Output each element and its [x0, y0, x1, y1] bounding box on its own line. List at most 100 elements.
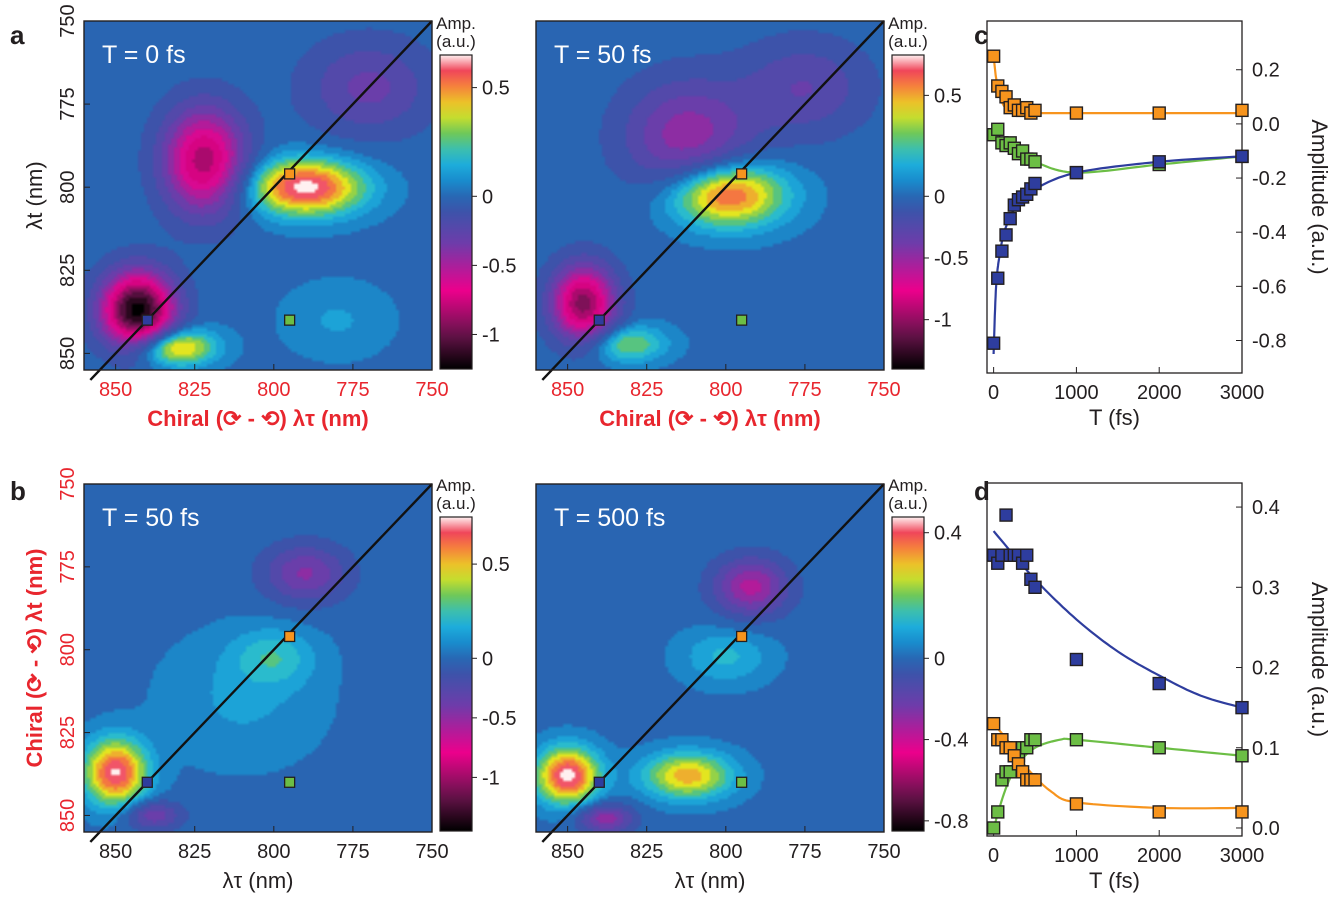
data-point	[1235, 149, 1249, 164]
colorbar-tick-label: -0.5	[934, 248, 968, 270]
y-tick-label: 775	[57, 550, 79, 583]
colorbar-unit: (a.u.)	[888, 32, 928, 51]
data-point	[995, 244, 1009, 258]
heatmap-raster	[84, 21, 432, 370]
y-tick-label: -0.6	[1252, 276, 1286, 298]
x-tick-label: 3000	[1220, 382, 1265, 404]
x-tick-label: 850	[99, 841, 132, 863]
colorbar-tick-label: 0.5	[482, 78, 510, 100]
y-tick-label: 750	[57, 467, 79, 500]
y-tick-label: 0.0	[1252, 114, 1280, 136]
x-tick-label: 825	[630, 841, 663, 863]
heatmap-raster	[536, 21, 884, 370]
marker-square	[283, 776, 296, 788]
colorbar-tick-label: -0.8	[934, 811, 968, 833]
colorbar-tick-label: 0	[482, 186, 493, 208]
colorbar-tick-label: 0	[934, 186, 945, 208]
colorbar-tick-label: -1	[934, 310, 952, 332]
colorbar-tick-label: 0.5	[482, 554, 510, 576]
marker-square	[141, 314, 153, 326]
x-tick-label: 850	[551, 379, 584, 401]
colorbar-title: Amp.	[436, 476, 476, 495]
y-axis-label: Amplitude (a.u.)	[1307, 582, 1332, 737]
x-axis-label: λτ (nm)	[222, 868, 293, 893]
plot-frame	[986, 20, 1243, 374]
plot-frame	[535, 20, 885, 371]
heatmap-raster	[536, 484, 884, 832]
x-axis-label: Chiral (⟳ - ⟲) λτ (nm)	[599, 406, 820, 431]
heatmap-a-right: T = 50 fs 850 825 800 775 750 Chiral (⟳ - ⟲) λ…	[535, 14, 968, 431]
data-point	[1235, 805, 1249, 819]
plot-frame	[535, 483, 885, 833]
y-tick-label: 800	[57, 633, 79, 666]
x-tick-label: 825	[630, 379, 663, 401]
x-tick-label: 775	[336, 379, 369, 401]
marker-square	[283, 314, 296, 326]
data-point	[1152, 155, 1166, 169]
y-tick-label: 0.0	[1252, 818, 1280, 840]
data-point	[999, 228, 1013, 242]
line-chart-d: 0 1000 2000 3000 0.0 0.1 0.2 0.3 0.4 T (fs) Amplit…	[986, 482, 1332, 893]
data-point	[1028, 580, 1042, 594]
colorbar-tick-label: -0.5	[482, 708, 516, 730]
data-point	[1069, 797, 1084, 811]
data-point	[999, 508, 1013, 522]
data-point	[1152, 741, 1166, 755]
panel-letter: c	[974, 20, 988, 50]
y-tick-label: 0.4	[1252, 497, 1280, 519]
data-point	[986, 49, 1001, 63]
data-point	[1003, 211, 1017, 226]
panel-title: T = 50 fs	[554, 41, 652, 69]
data-point	[986, 821, 1001, 835]
heatmap-b-left: T = 50 fs 850 825 800 775 750 750 775 800 825 850 λ…	[22, 467, 516, 893]
x-tick-label: 800	[709, 379, 742, 401]
x-axis-label: Chiral (⟳ - ⟲) λτ (nm)	[147, 406, 368, 431]
panel-title: T = 500 fs	[554, 504, 665, 532]
colorbar-title: Amp.	[888, 14, 928, 33]
x-tick-label: 750	[867, 379, 900, 401]
y-tick-label: -0.8	[1252, 331, 1286, 353]
colorbar: Amp.(a.u.) 0.5 0 -0.5 -1	[436, 476, 516, 832]
colorbar: Amp.(a.u.) 0.5 0 -0.5 -1	[888, 14, 968, 370]
colorbar-title: Amp.	[888, 476, 928, 495]
heatmap-a-left: T = 0 fs 850 825 800 775 750 750 775 800 825 850 Ch…	[22, 4, 516, 431]
colorbar-bar	[891, 516, 925, 832]
x-tick-label: 850	[551, 841, 584, 863]
colorbar-tick-label: 0.4	[934, 523, 962, 545]
x-tick-label: 750	[415, 379, 448, 401]
y-tick-label: 750	[57, 4, 79, 37]
data-point	[1020, 548, 1034, 562]
marker-square	[141, 776, 153, 788]
colorbar-unit: (a.u.)	[436, 32, 476, 51]
x-tick-label: 1000	[1054, 845, 1099, 867]
y-axis-label: Chiral (⟳ - ⟲) λt (nm)	[22, 549, 47, 768]
x-axis-label: T (fs)	[1089, 868, 1140, 893]
y-tick-label: 850	[57, 799, 79, 832]
x-tick-label: 750	[415, 841, 448, 863]
x-tick-label: 750	[867, 841, 900, 863]
marker-square	[735, 168, 748, 180]
marker-square	[593, 776, 605, 788]
x-tick-label: 850	[99, 379, 132, 401]
data-point	[1152, 805, 1166, 819]
data-point	[1069, 733, 1084, 747]
panel-title: T = 50 fs	[102, 504, 200, 532]
data-point	[1235, 700, 1249, 715]
y-tick-label: -0.2	[1252, 168, 1286, 190]
marker-square	[735, 776, 748, 788]
y-tick-label: 800	[57, 171, 79, 204]
y-tick-label: 0.1	[1252, 738, 1280, 760]
x-tick-label: 800	[257, 841, 290, 863]
colorbar-tick-label: -0.5	[482, 255, 516, 277]
marker-square	[735, 630, 748, 643]
data-point	[1069, 652, 1084, 667]
colorbar-bar	[439, 54, 473, 370]
x-tick-label: 825	[178, 841, 211, 863]
marker-square	[283, 630, 296, 643]
x-tick-label: 825	[178, 379, 211, 401]
colorbar-tick-label: 0	[934, 648, 945, 670]
colorbar-title: Amp.	[436, 14, 476, 33]
x-axis-label: T (fs)	[1089, 405, 1140, 430]
colorbar-bar	[439, 516, 473, 832]
